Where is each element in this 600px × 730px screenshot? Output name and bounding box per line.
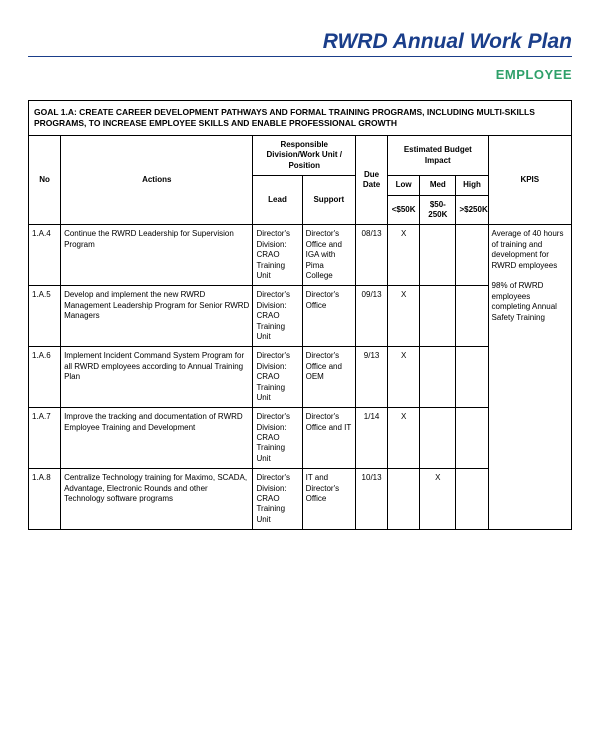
th-low-bot: <$50K	[388, 195, 420, 225]
header-row-1: No Actions Responsible Division/Work Uni…	[29, 136, 572, 176]
cell-high	[456, 347, 488, 408]
cell-due: 10/13	[356, 469, 388, 530]
th-med-bot: $50-250K	[420, 195, 456, 225]
cell-support: IT and Director's Office	[302, 469, 355, 530]
cell-due: 08/13	[356, 225, 388, 286]
cell-actions: Implement Incident Command System Progra…	[61, 347, 253, 408]
cell-low	[388, 469, 420, 530]
th-budget-group: Estimated Budget Impact	[388, 136, 488, 176]
cell-no: 1.A.4	[29, 225, 61, 286]
cell-no: 1.A.7	[29, 408, 61, 469]
th-no: No	[29, 136, 61, 225]
cell-lead: Director's Division: CRAO Training Unit	[253, 469, 302, 530]
th-lead: Lead	[253, 176, 302, 225]
cell-high	[456, 469, 488, 530]
cell-actions: Centralize Technology training for Maxim…	[61, 469, 253, 530]
th-due: Due Date	[356, 136, 388, 225]
document-page: { "title": "RWRD Annual Work Plan", "sub…	[0, 0, 600, 558]
cell-low: X	[388, 225, 420, 286]
goal-text: GOAL 1.A: CREATE CAREER DEVELOPMENT PATH…	[29, 101, 572, 136]
cell-support: Director's Office	[302, 286, 355, 347]
cell-support: Director's Office and IGA with Pima Coll…	[302, 225, 355, 286]
th-kpis: KPIS	[488, 136, 571, 225]
page-subtitle: EMPLOYEE	[28, 67, 572, 82]
cell-due: 1/14	[356, 408, 388, 469]
cell-actions: Improve the tracking and documentation o…	[61, 408, 253, 469]
cell-low: X	[388, 408, 420, 469]
cell-due: 9/13	[356, 347, 388, 408]
th-med-top: Med	[420, 176, 456, 195]
cell-actions: Develop and implement the new RWRD Manag…	[61, 286, 253, 347]
cell-support: Director's Office and OEM	[302, 347, 355, 408]
cell-med	[420, 225, 456, 286]
cell-med	[420, 286, 456, 347]
cell-no: 1.A.5	[29, 286, 61, 347]
cell-med	[420, 347, 456, 408]
title-rule	[28, 56, 572, 57]
cell-kpis: Average of 40 hours of training and deve…	[488, 225, 571, 530]
th-support: Support	[302, 176, 355, 225]
cell-low: X	[388, 286, 420, 347]
th-resp-group: Responsible Division/Work Unit / Positio…	[253, 136, 356, 176]
th-high-top: High	[456, 176, 488, 195]
cell-high	[456, 225, 488, 286]
cell-high	[456, 286, 488, 347]
cell-due: 09/13	[356, 286, 388, 347]
cell-lead: Director's Division: CRAO Training Unit	[253, 347, 302, 408]
page-title: RWRD Annual Work Plan	[28, 30, 572, 54]
cell-med	[420, 408, 456, 469]
cell-lead: Director's Division: CRAO Training Unit	[253, 408, 302, 469]
cell-no: 1.A.6	[29, 347, 61, 408]
th-high-bot: >$250K	[456, 195, 488, 225]
cell-low: X	[388, 347, 420, 408]
th-low-top: Low	[388, 176, 420, 195]
work-plan-table: GOAL 1.A: CREATE CAREER DEVELOPMENT PATH…	[28, 100, 572, 530]
cell-actions: Continue the RWRD Leadership for Supervi…	[61, 225, 253, 286]
goal-row: GOAL 1.A: CREATE CAREER DEVELOPMENT PATH…	[29, 101, 572, 136]
cell-med: X	[420, 469, 456, 530]
th-actions: Actions	[61, 136, 253, 225]
cell-no: 1.A.8	[29, 469, 61, 530]
cell-lead: Director's Division: CRAO Training Unit	[253, 286, 302, 347]
cell-lead: Director's Division: CRAO Training Unit	[253, 225, 302, 286]
cell-high	[456, 408, 488, 469]
table-row: 1.A.4 Continue the RWRD Leadership for S…	[29, 225, 572, 286]
cell-support: Director's Office and IT	[302, 408, 355, 469]
